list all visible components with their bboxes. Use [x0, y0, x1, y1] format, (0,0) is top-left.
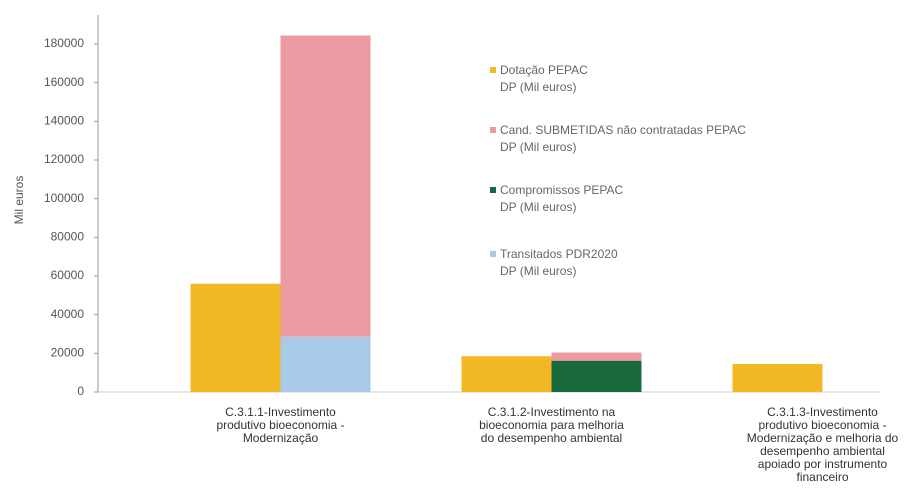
bar-segment	[551, 352, 642, 361]
legend-entry: Cand. SUBMETIDAS não contratadas PEPAC D…	[490, 122, 746, 156]
legend-swatch	[490, 127, 496, 133]
bar	[190, 283, 281, 392]
legend-entry: Dotação PEPAC DP (Mil euros)	[490, 62, 588, 96]
y-tick-label: 160000	[44, 75, 84, 89]
y-tick-label: 80000	[51, 230, 85, 244]
y-tick-label: 60000	[51, 268, 85, 282]
x-tick-label: C.3.1.2-Investimento na bioeconomia para…	[479, 405, 624, 445]
legend-swatch	[490, 67, 496, 73]
legend-entry: Transitados PDR2020 DP (Mil euros)	[490, 246, 618, 280]
y-tick-label: 140000	[44, 114, 84, 128]
x-tick-label: C.3.1.3-Investimento produtivo bioeconom…	[746, 405, 899, 484]
bar-segment	[280, 35, 371, 337]
y-tick-label: 40000	[51, 307, 85, 321]
legend-swatch	[490, 251, 496, 257]
y-axis-label: Mil euros	[12, 176, 26, 225]
y-tick-label: 120000	[44, 152, 84, 166]
bar-segment	[280, 336, 371, 392]
y-tick-label: 0	[77, 384, 84, 398]
legend-swatch	[490, 187, 496, 193]
x-tick-label: C.3.1.1-Investimento produtivo bioeconom…	[216, 405, 345, 445]
bar-segment	[551, 360, 642, 392]
bar	[461, 356, 552, 392]
bar	[732, 363, 823, 392]
legend-entry: Compromissos PEPAC DP (Mil euros)	[490, 182, 623, 216]
y-tick-label: 180000	[44, 36, 84, 50]
y-tick-label: 100000	[44, 191, 84, 205]
y-tick-label: 20000	[51, 346, 85, 360]
